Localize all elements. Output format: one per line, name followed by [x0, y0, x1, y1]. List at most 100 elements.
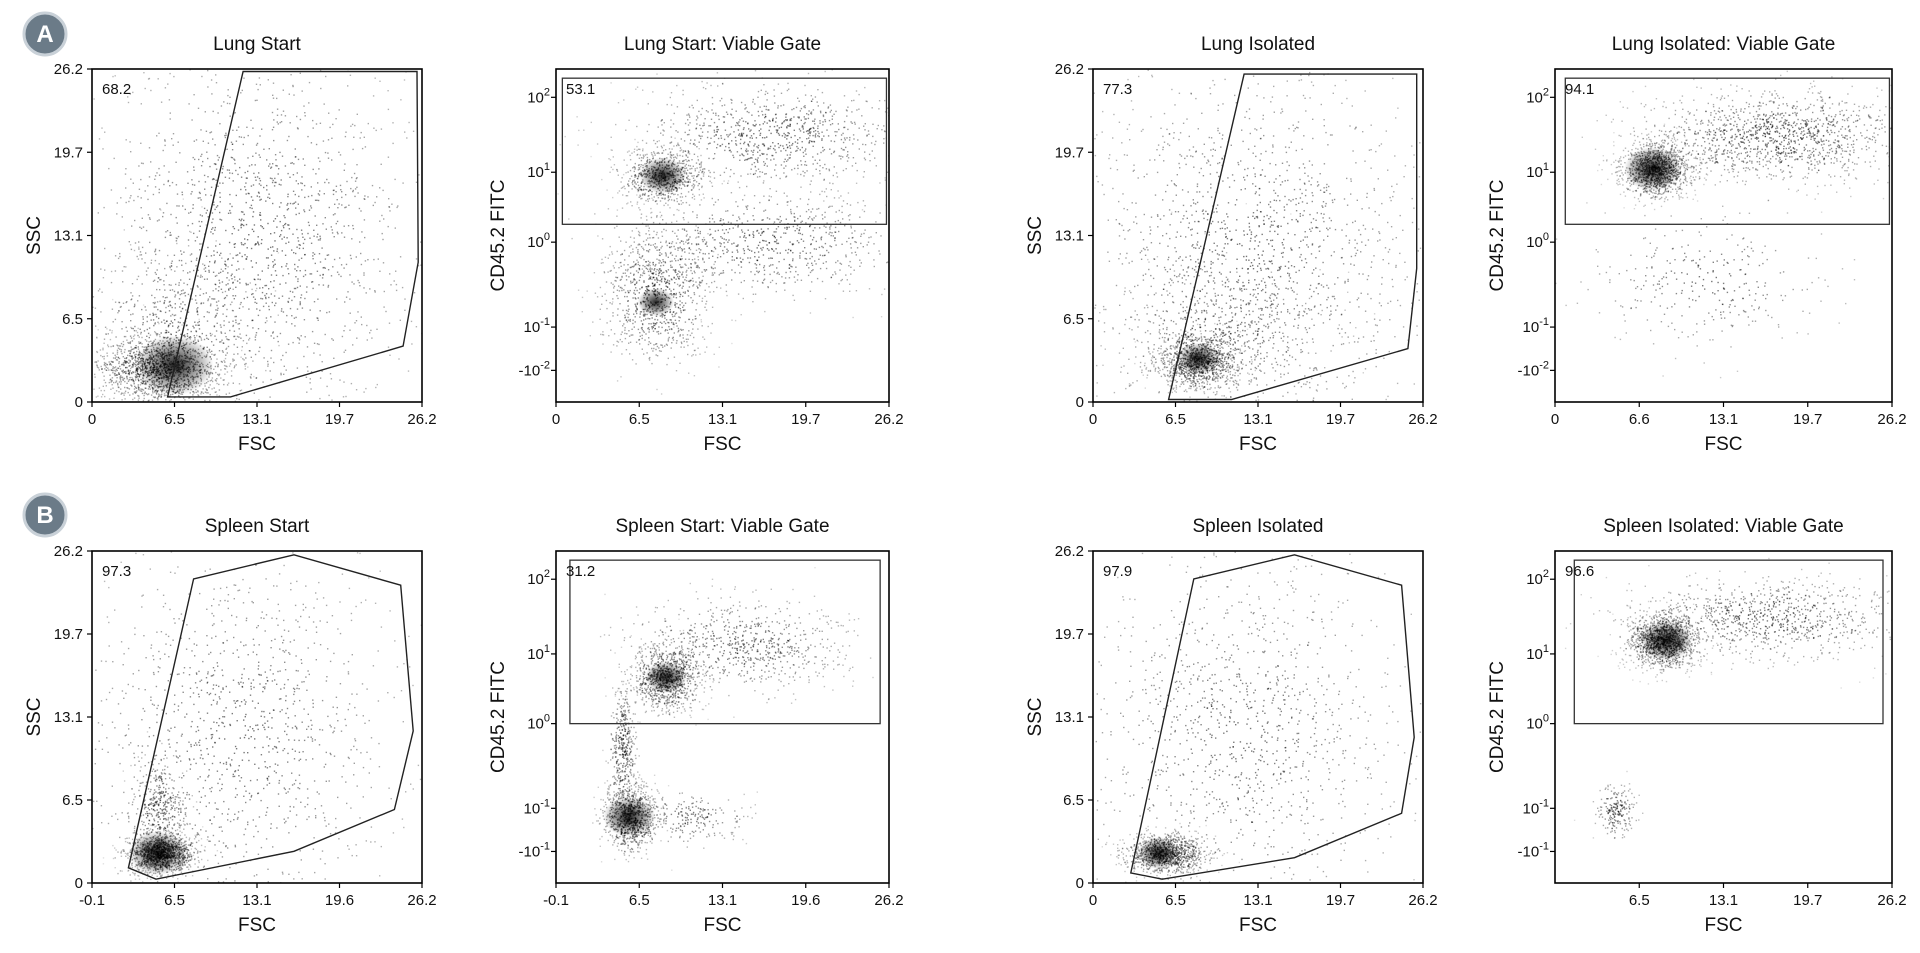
y-axis-label: SSC — [1025, 216, 1046, 255]
density-hotspot — [1624, 147, 1681, 191]
x-tick-label: 13.1 — [708, 892, 737, 909]
y-tick-label: 13.1 — [1055, 228, 1084, 245]
y-axis-label: SSC — [24, 216, 45, 255]
plot-title: Lung Isolated: Viable Gate — [1612, 34, 1836, 55]
x-tick-label: 26.2 — [407, 411, 436, 428]
plot-frame — [556, 551, 889, 883]
y-axis-label: CD45.2 FITC — [1487, 180, 1508, 292]
x-axis-label: FSC — [1239, 915, 1277, 936]
y-tick-label: 101 — [527, 161, 550, 181]
y-axis-label: SSC — [1025, 697, 1046, 736]
y-tick-label: 10-1 — [1523, 797, 1549, 817]
y-tick-label: 0 — [1076, 875, 1084, 892]
events-5 — [92, 551, 422, 883]
y-tick-label: 10-1 — [524, 797, 550, 817]
gate-percent: 97.9 — [1103, 563, 1132, 580]
y-tick-label: 102 — [1526, 86, 1549, 106]
y-tick-label: 26.2 — [54, 61, 83, 78]
gate-percent: 94.1 — [1565, 81, 1594, 98]
x-tick-label: 13.1 — [1243, 411, 1272, 428]
x-axis-label: FSC — [1239, 434, 1277, 455]
x-tick-label: 26.2 — [1877, 892, 1906, 909]
density-hotspot — [603, 797, 655, 837]
y-tick-label: 26.2 — [1055, 543, 1084, 560]
x-tick-label: 0 — [552, 411, 560, 428]
x-tick-label: 19.7 — [1793, 411, 1822, 428]
plot-frame — [1555, 69, 1892, 402]
y-axis-label: CD45.2 FITC — [488, 180, 509, 292]
y-tick-label: 10-1 — [1523, 316, 1549, 336]
x-tick-label: 26.2 — [1408, 892, 1437, 909]
panel-letter-b-label: B — [36, 502, 53, 529]
y-tick-label: 6.5 — [1063, 792, 1084, 809]
gate-polygon — [1131, 555, 1414, 879]
x-tick-label: 6.5 — [1165, 411, 1186, 428]
y-tick-label: -10-1 — [519, 840, 550, 860]
gate-rectangle — [1574, 560, 1883, 723]
x-axis-label: FSC — [238, 915, 276, 936]
y-tick-label: 102 — [527, 86, 550, 106]
density-hotspot — [129, 831, 186, 875]
gate-polygon — [128, 555, 413, 879]
density-hotspot — [1178, 343, 1220, 375]
x-tick-label: 6.5 — [1165, 892, 1186, 909]
x-tick-label: 6.5 — [164, 411, 185, 428]
plot-frame — [556, 69, 889, 402]
y-tick-label: 26.2 — [54, 543, 83, 560]
x-tick-label: 6.5 — [1629, 892, 1650, 909]
y-tick-label: 6.5 — [62, 311, 83, 328]
x-axis-label: FSC — [1705, 434, 1743, 455]
x-tick-label: 26.2 — [1408, 411, 1437, 428]
y-tick-label: 102 — [527, 568, 550, 588]
y-tick-label: 0 — [75, 875, 83, 892]
y-tick-label: 13.1 — [1055, 709, 1084, 726]
events-1 — [92, 69, 422, 403]
y-tick-label: 13.1 — [54, 709, 83, 726]
x-tick-label: 13.1 — [1709, 411, 1738, 428]
y-tick-label: -10-1 — [1518, 840, 1549, 860]
density-hotspot — [638, 288, 674, 316]
gate-rectangle — [570, 560, 880, 723]
x-tick-label: 13.1 — [1709, 892, 1738, 909]
plot-title: Spleen Start — [205, 516, 310, 537]
plot-4: 94.1 Lung Isolated: Viable Gate FSC CD45.2 … — [1487, 34, 1907, 455]
plot-title: Spleen Isolated — [1193, 516, 1324, 537]
panel-letter-a: A — [24, 13, 66, 55]
y-axis-label: CD45.2 FITC — [1487, 661, 1508, 773]
x-tick-label: 26.2 — [874, 411, 903, 428]
density-hotspot — [1640, 621, 1692, 661]
y-tick-label: 6.5 — [62, 792, 83, 809]
plot-title: Lung Isolated — [1201, 34, 1315, 55]
y-tick-label: -10-2 — [519, 359, 550, 379]
events-2 — [557, 69, 890, 395]
x-tick-label: 19.6 — [325, 892, 354, 909]
y-tick-label: 100 — [1526, 231, 1549, 251]
x-axis-label: FSC — [1705, 915, 1743, 936]
x-tick-label: 19.7 — [325, 411, 354, 428]
density-hotspot — [1138, 837, 1180, 869]
gate-percent: 77.3 — [1103, 81, 1132, 98]
x-tick-label: 13.1 — [242, 892, 271, 909]
y-tick-label: 101 — [1526, 643, 1549, 663]
x-tick-label: 0 — [1089, 892, 1097, 909]
gate-percent: 97.3 — [102, 563, 131, 580]
plot-frame — [1093, 551, 1423, 883]
y-tick-label: -10-2 — [1518, 359, 1549, 379]
x-axis-label: FSC — [704, 434, 742, 455]
gate-percent: 96.6 — [1565, 563, 1594, 580]
y-tick-label: 0 — [1076, 394, 1084, 411]
panel-letter-a-label: A — [36, 21, 53, 48]
y-tick-label: 100 — [527, 713, 550, 733]
x-tick-label: 26.2 — [407, 892, 436, 909]
x-tick-label: 6.6 — [1629, 411, 1650, 428]
x-tick-label: 6.5 — [164, 892, 185, 909]
y-tick-label: 100 — [527, 231, 550, 251]
